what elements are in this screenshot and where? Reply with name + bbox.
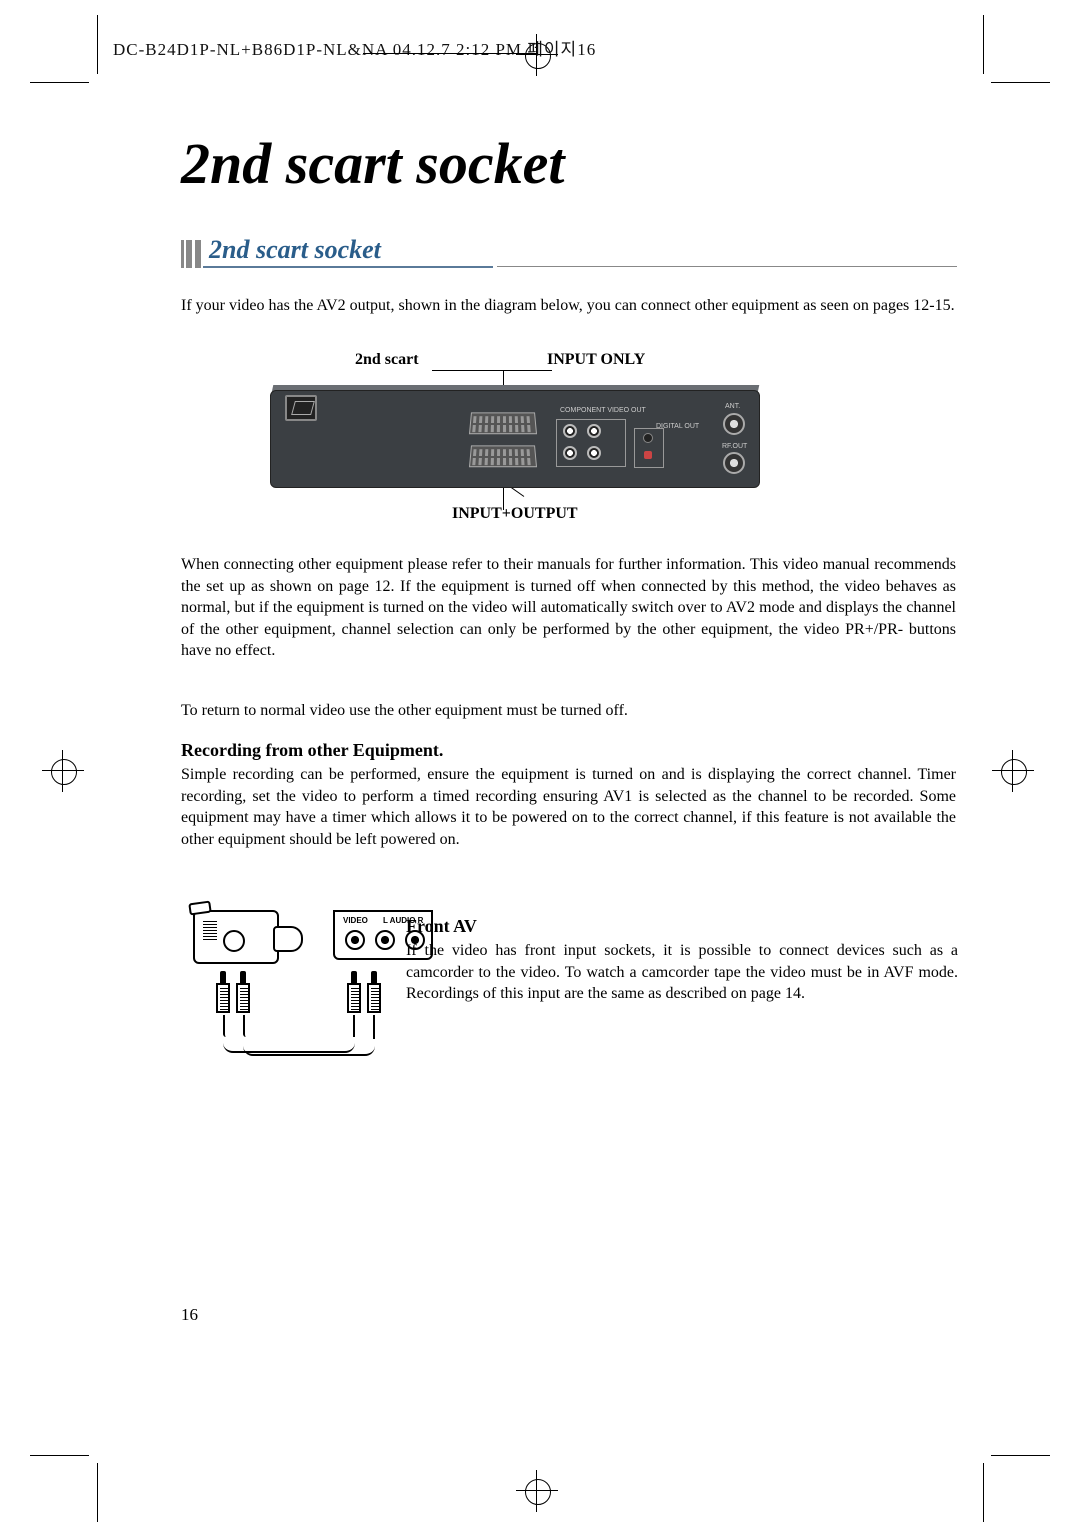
body-paragraph: Simple recording can be performed, ensur…: [181, 764, 956, 850]
video-label: VIDEO: [343, 916, 368, 925]
registration-mark: [992, 750, 1034, 792]
antenna-socket-icon: [723, 413, 745, 435]
rca-plug-icon: [236, 971, 250, 1016]
rfout-socket-icon: [723, 452, 745, 474]
vcr-rear-panel: [270, 390, 760, 488]
diagram-label-input-only: INPUT ONLY: [547, 351, 645, 369]
rca-plug-icon: [367, 971, 381, 1016]
registration-mark: [516, 1470, 558, 1512]
rfout-label: RF.OUT: [722, 443, 747, 450]
page-root: DC-B24D1P-NL+B86D1P-NL&NA 04.12.7 2:12 P…: [0, 0, 1080, 1528]
crop-mark: [97, 1463, 98, 1522]
rca-plug-icon: [216, 971, 230, 1016]
camcorder-diagram: VIDEO L AUDIO R: [181, 898, 381, 1043]
print-header: DC-B24D1P-NL+B86D1P-NL&NA 04.12.7 2:12 P…: [113, 35, 596, 60]
body-paragraph: When connecting other equipment please r…: [181, 554, 956, 662]
component-out-icon: [556, 419, 626, 467]
header-underline: [363, 53, 538, 54]
digital-out-icon: [634, 428, 664, 468]
body-paragraph: If the video has front input sockets, it…: [406, 940, 958, 1005]
crop-mark: [30, 82, 89, 83]
crop-mark: [97, 15, 98, 74]
registration-mark: [42, 750, 84, 792]
page-number: 16: [181, 1305, 198, 1325]
power-socket-icon: [285, 395, 317, 421]
crop-mark: [30, 1455, 89, 1456]
crop-mark: [991, 82, 1050, 83]
cable-icon: [243, 1036, 375, 1056]
scart-av1-icon: [469, 445, 537, 467]
intro-paragraph: If your video has the AV2 output, shown …: [181, 295, 956, 317]
diagram-label-input-output: INPUT+OUTPUT: [452, 505, 578, 523]
diagram-label-2nd-scart: 2nd scart: [355, 351, 419, 369]
crop-mark: [983, 1463, 984, 1522]
rca-plug-icon: [347, 971, 361, 1016]
section-title: 2nd scart socket: [209, 235, 381, 265]
component-out-label: COMPONENT VIDEO OUT: [560, 407, 646, 414]
camcorder-icon: [193, 910, 279, 964]
page-title: 2nd scart socket: [181, 130, 564, 197]
crop-mark: [983, 15, 984, 74]
body-paragraph: To return to normal video use the other …: [181, 700, 956, 722]
crop-mark: [991, 1455, 1050, 1456]
leader-line: [432, 370, 552, 371]
recording-heading: Recording from other Equipment.: [181, 740, 443, 761]
scart-av2-icon: [469, 412, 537, 434]
front-av-heading: Front AV: [406, 916, 477, 937]
antenna-label: ANT.: [725, 403, 740, 410]
